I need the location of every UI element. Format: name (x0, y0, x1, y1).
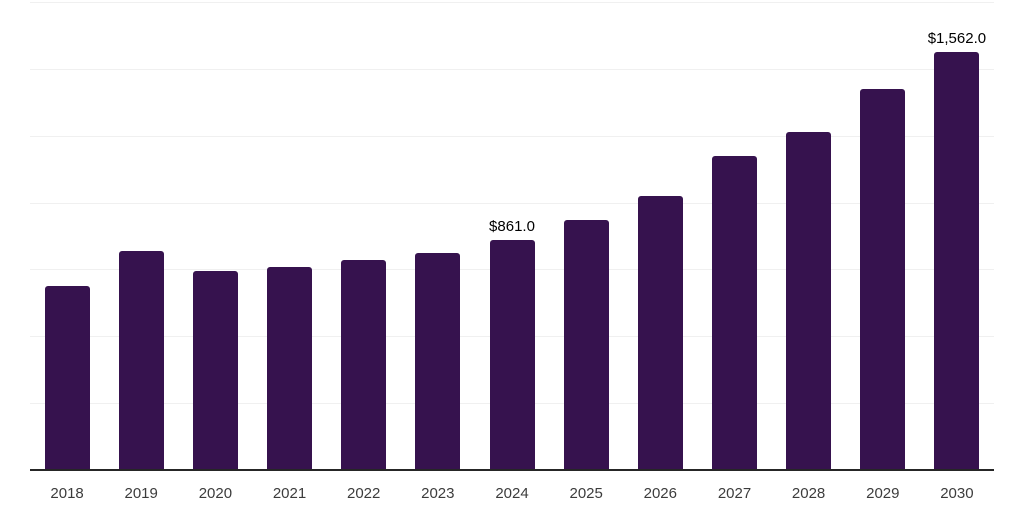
bar-2028[interactable] (786, 132, 832, 470)
x-tick-2027: 2027 (717, 485, 752, 502)
bar-2024[interactable] (489, 239, 535, 470)
bar-2020[interactable] (192, 271, 238, 470)
x-tick-2028: 2028 (791, 485, 826, 502)
gridline-1250 (30, 135, 994, 137)
bar-2021[interactable] (267, 267, 312, 470)
x-tick-2019: 2019 (124, 485, 158, 502)
bar-2025[interactable] (563, 220, 609, 470)
bar-2026[interactable] (637, 195, 683, 470)
x-tick-2030: 2030 (940, 485, 974, 502)
bar-2027[interactable] (712, 156, 757, 470)
gridline-1000 (30, 202, 994, 204)
bar-2022[interactable] (341, 260, 387, 470)
bar-2029[interactable] (860, 88, 906, 470)
x-tick-2023: 2023 (421, 485, 455, 502)
x-tick-2018: 2018 (50, 485, 84, 502)
bar-2019[interactable] (118, 251, 164, 470)
x-tick-2021: 2021 (272, 485, 307, 502)
bar-2018[interactable] (44, 285, 90, 470)
bar-2023[interactable] (415, 253, 461, 470)
bar-2030[interactable] (934, 52, 980, 470)
x-tick-2029: 2029 (866, 485, 900, 502)
gridline-1750 (30, 2, 994, 3)
value-label-2024: $861.0 (489, 217, 535, 235)
value-label-2030: $1,562.0 (927, 30, 987, 48)
x-tick-2026: 2026 (643, 485, 677, 502)
x-axis-line (30, 469, 994, 471)
x-tick-2022: 2022 (347, 485, 381, 502)
x-tick-2025: 2025 (569, 485, 603, 502)
x-tick-2024: 2024 (495, 485, 529, 502)
gridline-1500 (30, 68, 994, 70)
x-tick-2020: 2020 (198, 485, 233, 502)
